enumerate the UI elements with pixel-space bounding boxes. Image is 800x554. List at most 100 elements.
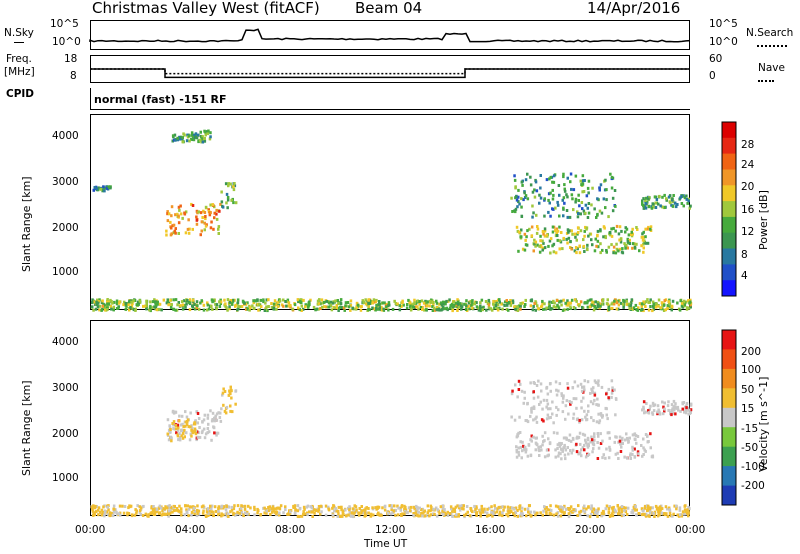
velocity-cell <box>642 407 645 411</box>
power-cell <box>493 306 496 310</box>
velocity-cell <box>656 412 659 416</box>
power-cell <box>287 301 291 305</box>
power-cell <box>576 210 579 214</box>
power-cell <box>515 195 518 199</box>
power-cell <box>312 305 316 309</box>
velocity-cell <box>348 511 352 514</box>
power-cell <box>577 304 581 308</box>
power-cell <box>591 243 594 247</box>
velocity-cell <box>617 510 621 514</box>
power-cell <box>573 232 577 236</box>
velocity-cell <box>190 434 193 438</box>
power-cell <box>552 305 556 309</box>
power-cell <box>277 305 280 308</box>
power-cell <box>540 305 543 309</box>
freq-label: Freq. <box>6 53 32 65</box>
velocity-cell <box>478 510 482 514</box>
velocity-cell <box>397 506 400 510</box>
power-cell <box>609 172 612 176</box>
velocity-cell <box>506 505 510 509</box>
velocity-cell <box>510 415 513 419</box>
velocity-cell <box>91 513 95 517</box>
velocity-cell <box>601 456 604 460</box>
velocity-cell <box>537 379 540 383</box>
velocity-cell <box>217 411 220 415</box>
velocity-cell <box>397 513 400 517</box>
power-cell <box>208 213 212 217</box>
velocity-cell <box>438 511 441 515</box>
velocity-cell <box>557 408 560 412</box>
power-cell <box>561 198 564 202</box>
colorbar-frame <box>721 121 737 297</box>
power-cell <box>410 307 413 311</box>
power-cell <box>377 303 380 306</box>
velocity-cell <box>383 508 387 512</box>
velocity-cell <box>435 514 439 518</box>
colorbar-swatch <box>722 349 736 370</box>
velocity-cell <box>582 509 585 513</box>
power-cell <box>435 299 438 303</box>
velocity-cell <box>535 415 538 419</box>
power-cell <box>569 172 573 176</box>
power-cell <box>471 299 474 303</box>
power-cell <box>260 305 263 309</box>
power-cell <box>213 211 216 215</box>
power-cell <box>297 300 300 304</box>
power-cell <box>203 221 206 225</box>
velocity-cell <box>669 411 672 415</box>
velocity-cell <box>576 384 580 388</box>
velocity-cell <box>521 440 524 444</box>
velocity-cell <box>667 400 670 404</box>
power-cell <box>538 201 541 205</box>
velocity-cell <box>642 453 645 456</box>
power-cell <box>626 237 629 241</box>
power-cell <box>556 238 559 242</box>
velocity-cell <box>572 416 575 420</box>
velocity-cell <box>157 511 161 515</box>
power-cell <box>640 235 644 239</box>
velocity-cell <box>450 507 453 511</box>
power-cell <box>431 309 435 312</box>
velocity-cell <box>605 504 609 508</box>
velocity-cell <box>546 392 550 396</box>
power-cell <box>641 201 644 205</box>
power-cell <box>176 136 179 140</box>
power-cell <box>368 308 371 312</box>
velocity-cell <box>327 507 330 511</box>
velocity-cell <box>548 512 551 516</box>
power-cell <box>215 212 218 216</box>
velocity-cell <box>597 383 600 387</box>
power-cell <box>579 212 582 216</box>
velocity-cell <box>637 452 640 456</box>
velocity-cell <box>552 431 556 435</box>
power-cell <box>538 244 541 248</box>
power-cell <box>425 307 428 311</box>
velocity-cell <box>636 450 640 454</box>
velocity-cell <box>340 508 343 512</box>
velocity-cell <box>542 419 545 423</box>
power-cell <box>100 308 103 312</box>
power-cell <box>193 303 196 306</box>
velocity-cell <box>596 512 599 515</box>
power-cell <box>592 308 596 312</box>
velocity-cell <box>446 514 450 517</box>
power-cell <box>554 229 557 232</box>
power-cell <box>101 189 104 193</box>
power-cell <box>219 202 222 206</box>
velocity-cell <box>586 380 590 384</box>
power-cell <box>644 199 647 202</box>
velocity-cell <box>577 452 580 456</box>
radar-title: Christmas Valley West (fitACF) <box>92 0 320 17</box>
velocity-cell <box>614 413 617 417</box>
nsearch-dotted-key <box>757 45 787 47</box>
velocity-cell <box>573 380 577 384</box>
power-cell <box>122 303 125 307</box>
velocity-cell <box>652 512 655 515</box>
velocity-cell <box>595 508 598 512</box>
power-cell <box>197 307 201 311</box>
power-cell <box>566 307 569 311</box>
velocity-cell <box>441 507 445 511</box>
power-cell <box>192 133 196 137</box>
velocity-cell <box>429 513 433 517</box>
velocity-cell <box>541 434 544 438</box>
